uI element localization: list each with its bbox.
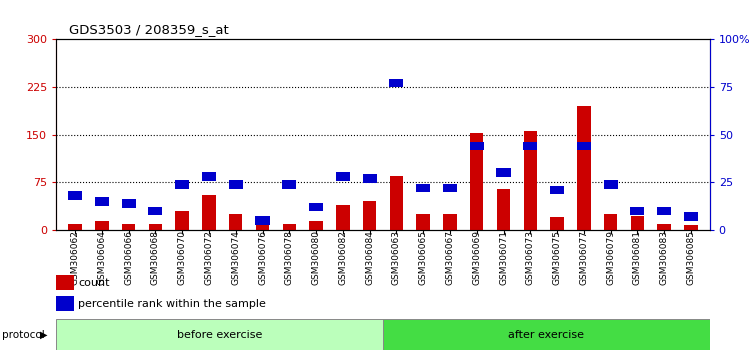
Text: GSM306068: GSM306068 bbox=[151, 230, 160, 285]
Bar bbox=[390, 176, 403, 230]
Bar bbox=[604, 214, 617, 230]
Text: GSM306076: GSM306076 bbox=[258, 230, 267, 285]
Bar bbox=[336, 205, 349, 230]
Bar bbox=[523, 131, 537, 230]
Text: GSM306074: GSM306074 bbox=[231, 230, 240, 285]
Text: GSM306073: GSM306073 bbox=[526, 230, 535, 285]
Bar bbox=[363, 174, 377, 183]
Bar bbox=[470, 133, 484, 230]
Bar bbox=[68, 192, 82, 200]
Text: GSM306063: GSM306063 bbox=[392, 230, 401, 285]
Text: before exercise: before exercise bbox=[177, 330, 262, 339]
Bar bbox=[496, 169, 511, 177]
Text: GSM306070: GSM306070 bbox=[178, 230, 187, 285]
Bar bbox=[604, 180, 617, 189]
Text: GSM306067: GSM306067 bbox=[445, 230, 454, 285]
Bar bbox=[578, 106, 590, 230]
Text: GDS3503 / 208359_s_at: GDS3503 / 208359_s_at bbox=[69, 23, 229, 36]
Bar bbox=[523, 142, 537, 150]
Bar bbox=[443, 184, 457, 192]
Bar bbox=[363, 201, 376, 230]
Bar bbox=[95, 197, 109, 206]
Bar bbox=[282, 180, 297, 189]
Text: GSM306082: GSM306082 bbox=[339, 230, 348, 285]
Bar bbox=[202, 195, 216, 230]
Bar bbox=[56, 275, 74, 290]
Bar bbox=[95, 221, 109, 230]
Bar bbox=[309, 203, 323, 211]
Bar bbox=[383, 319, 710, 350]
Text: protocol: protocol bbox=[2, 330, 44, 339]
Bar bbox=[469, 142, 484, 150]
Text: GSM306065: GSM306065 bbox=[418, 230, 427, 285]
Bar bbox=[336, 172, 350, 181]
Text: GSM306081: GSM306081 bbox=[633, 230, 642, 285]
Bar bbox=[550, 217, 564, 230]
Bar bbox=[309, 221, 323, 230]
Bar bbox=[631, 216, 644, 230]
Bar bbox=[282, 224, 296, 230]
Text: GSM306062: GSM306062 bbox=[71, 230, 80, 285]
Bar bbox=[149, 224, 162, 230]
Text: GSM306085: GSM306085 bbox=[686, 230, 695, 285]
Bar bbox=[630, 207, 644, 215]
Bar bbox=[68, 224, 82, 230]
Bar bbox=[122, 224, 135, 230]
Text: ▶: ▶ bbox=[40, 330, 47, 339]
Bar bbox=[56, 296, 74, 311]
Text: GSM306078: GSM306078 bbox=[285, 230, 294, 285]
Bar bbox=[443, 214, 457, 230]
Text: GSM306072: GSM306072 bbox=[204, 230, 213, 285]
Bar bbox=[255, 216, 270, 225]
Bar bbox=[175, 180, 189, 189]
Bar bbox=[550, 185, 564, 194]
Text: GSM306080: GSM306080 bbox=[312, 230, 321, 285]
Text: GSM306075: GSM306075 bbox=[553, 230, 562, 285]
Bar bbox=[657, 224, 671, 230]
Bar bbox=[497, 189, 510, 230]
Bar bbox=[416, 184, 430, 192]
Bar bbox=[417, 214, 430, 230]
Bar bbox=[684, 212, 698, 221]
Text: percentile rank within the sample: percentile rank within the sample bbox=[78, 299, 266, 309]
Text: GSM306071: GSM306071 bbox=[499, 230, 508, 285]
Text: GSM306083: GSM306083 bbox=[659, 230, 668, 285]
Bar bbox=[122, 199, 136, 208]
Bar bbox=[657, 207, 671, 215]
Bar bbox=[56, 319, 383, 350]
Text: GSM306069: GSM306069 bbox=[472, 230, 481, 285]
Bar bbox=[684, 225, 698, 230]
Text: GSM306079: GSM306079 bbox=[606, 230, 615, 285]
Text: GSM306077: GSM306077 bbox=[579, 230, 588, 285]
Bar bbox=[577, 142, 591, 150]
Text: GSM306084: GSM306084 bbox=[365, 230, 374, 285]
Bar bbox=[229, 214, 243, 230]
Bar bbox=[229, 180, 243, 189]
Text: after exercise: after exercise bbox=[508, 330, 584, 339]
Bar bbox=[176, 211, 189, 230]
Bar bbox=[389, 79, 403, 87]
Bar bbox=[149, 207, 162, 215]
Bar bbox=[256, 224, 269, 230]
Text: GSM306064: GSM306064 bbox=[98, 230, 107, 285]
Bar bbox=[202, 172, 216, 181]
Text: count: count bbox=[78, 278, 110, 288]
Text: GSM306066: GSM306066 bbox=[124, 230, 133, 285]
